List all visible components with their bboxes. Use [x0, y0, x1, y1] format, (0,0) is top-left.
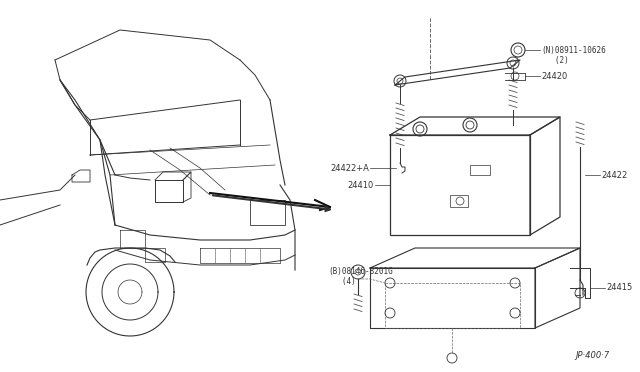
Text: JP·400·7: JP·400·7: [576, 351, 610, 360]
Text: 24420: 24420: [541, 71, 567, 80]
Bar: [385, 283, 520, 328]
Text: 24422: 24422: [601, 170, 627, 180]
Bar: [370, 268, 535, 328]
Bar: [450, 195, 468, 207]
Text: (N)08911-10626
   (2): (N)08911-10626 (2): [541, 46, 605, 65]
Text: 24422+A: 24422+A: [330, 164, 369, 173]
Bar: [390, 135, 530, 235]
Text: 24410: 24410: [348, 180, 374, 189]
Text: 24415: 24415: [606, 283, 632, 292]
Text: (B)08146-8201G
   (4): (B)08146-8201G (4): [328, 267, 393, 286]
Bar: [470, 165, 490, 175]
